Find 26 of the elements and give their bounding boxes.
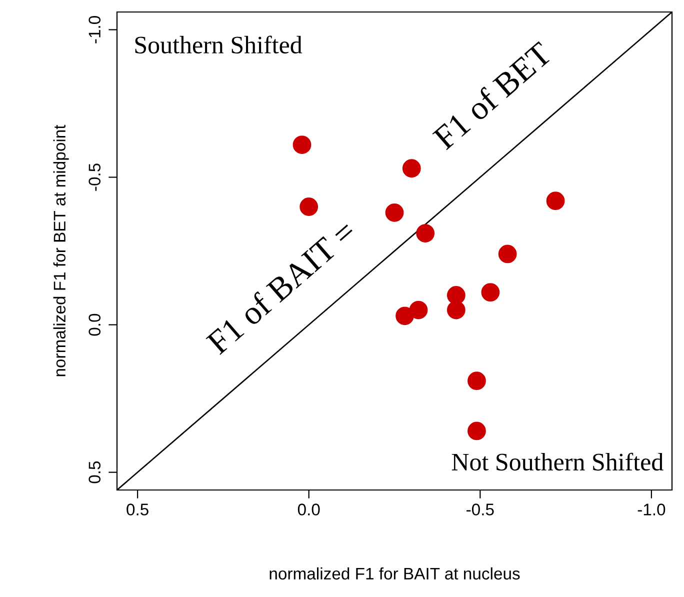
y-tick-label: -0.5 xyxy=(88,164,101,191)
point xyxy=(546,192,565,210)
x-tick-label: 0.0 xyxy=(298,504,320,516)
point xyxy=(446,300,466,320)
x-axis-title: normalized F1 for BAIT at nucleus xyxy=(270,567,520,580)
annotation: Southern Shifted xyxy=(135,36,302,54)
point xyxy=(498,244,517,264)
x-tick-label: 0.5 xyxy=(126,504,148,516)
x-tick-label: -1.0 xyxy=(638,504,666,516)
y-tick-label: -1.0 xyxy=(88,16,101,44)
point xyxy=(300,198,318,216)
y-tick-label: 0.0 xyxy=(88,314,101,336)
point xyxy=(468,372,486,390)
point xyxy=(385,203,404,222)
x-tick-label: -0.5 xyxy=(466,504,494,516)
point xyxy=(402,159,421,178)
y-tick-label: 0.5 xyxy=(88,461,101,484)
point xyxy=(396,306,414,326)
y-axis-title: normalized F1 for BET at midpoint xyxy=(53,124,69,376)
annotation: Not Southern Shifted xyxy=(452,452,664,471)
point xyxy=(416,224,435,242)
point xyxy=(409,300,428,320)
point xyxy=(446,286,466,304)
point xyxy=(481,283,500,302)
point xyxy=(468,422,486,440)
point xyxy=(292,136,312,154)
